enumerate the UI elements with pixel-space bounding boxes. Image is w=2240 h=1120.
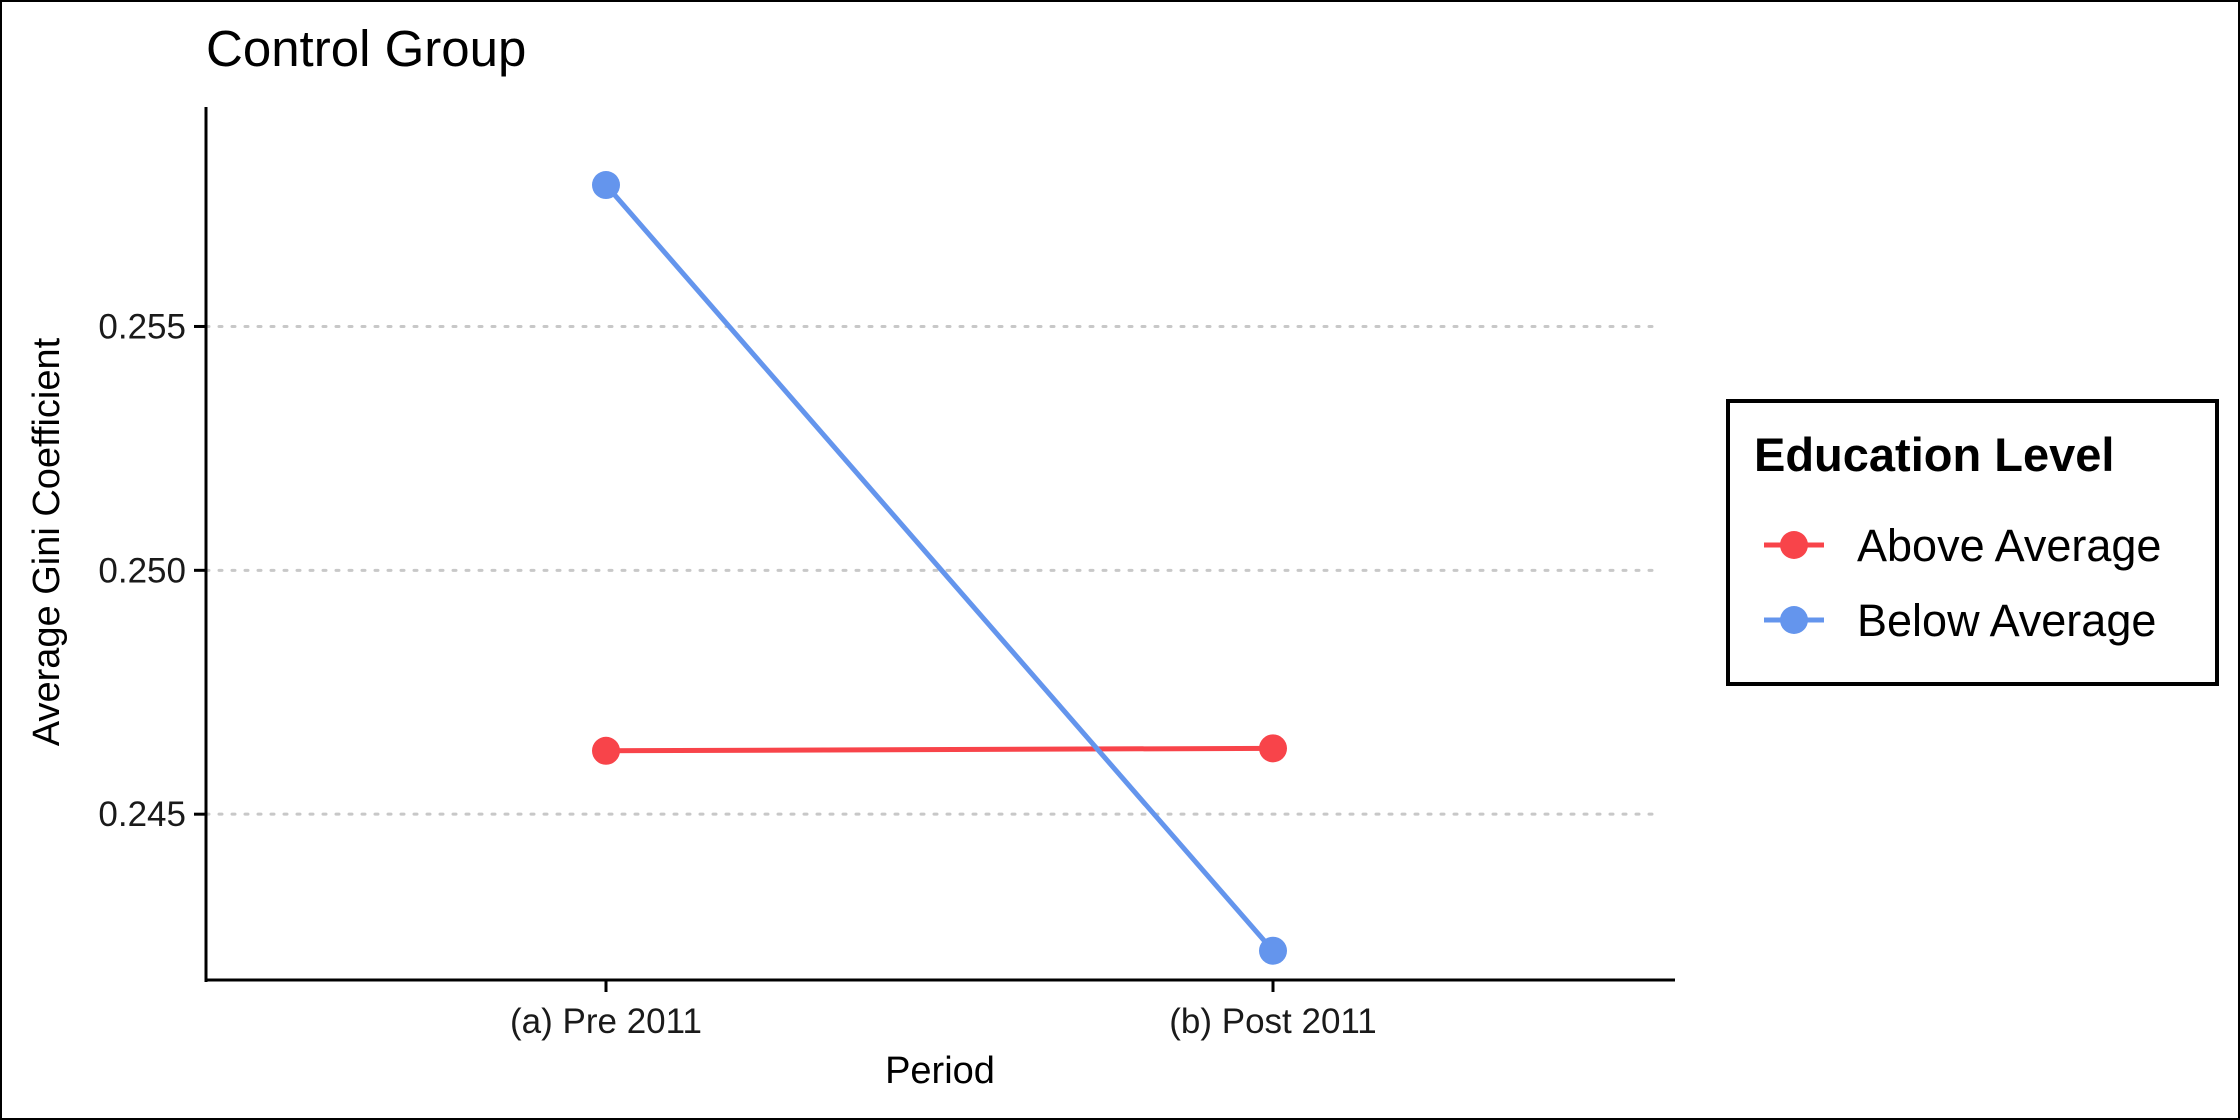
data-point [592, 736, 620, 765]
x-axis-title: Period [885, 1050, 995, 1092]
x-tick-label: (b) Post 2011 [1169, 1002, 1377, 1041]
series-below-average [592, 171, 1287, 965]
legend-label: Below Average [1857, 595, 2156, 646]
y-tick-label: 0.255 [98, 307, 186, 346]
legend-item: Below Average [1764, 595, 2156, 646]
series-line [605, 745, 1274, 754]
data-point [592, 171, 620, 200]
legend: Education Level Above Average Below Avera… [1726, 399, 2219, 686]
x-tick-label: (a) Pre 2011 [510, 1002, 702, 1041]
series-above-average [592, 734, 1287, 765]
legend-marker [1780, 606, 1808, 634]
series-line [604, 183, 1275, 953]
legend-label: Above Average [1857, 520, 2161, 571]
y-axis-title: Average Gini Coefficient [26, 337, 68, 746]
data-point [1259, 734, 1287, 763]
legend-title: Education Level [1754, 428, 2114, 481]
gridlines [204, 324, 1664, 816]
chart-title: Control Group [206, 20, 526, 77]
legend-items: Above Average Below Average [1764, 520, 2161, 646]
y-tick-label: 0.245 [98, 795, 186, 834]
plot-series [592, 171, 1287, 965]
legend-marker [1780, 531, 1808, 559]
y-ticks: 0.245 0.250 0.255 [98, 307, 206, 834]
y-tick-label: 0.250 [98, 551, 186, 590]
legend-item: Above Average [1764, 520, 2161, 571]
data-point [1259, 936, 1287, 965]
x-ticks: (a) Pre 2011 (b) Post 2011 [510, 980, 1377, 1041]
